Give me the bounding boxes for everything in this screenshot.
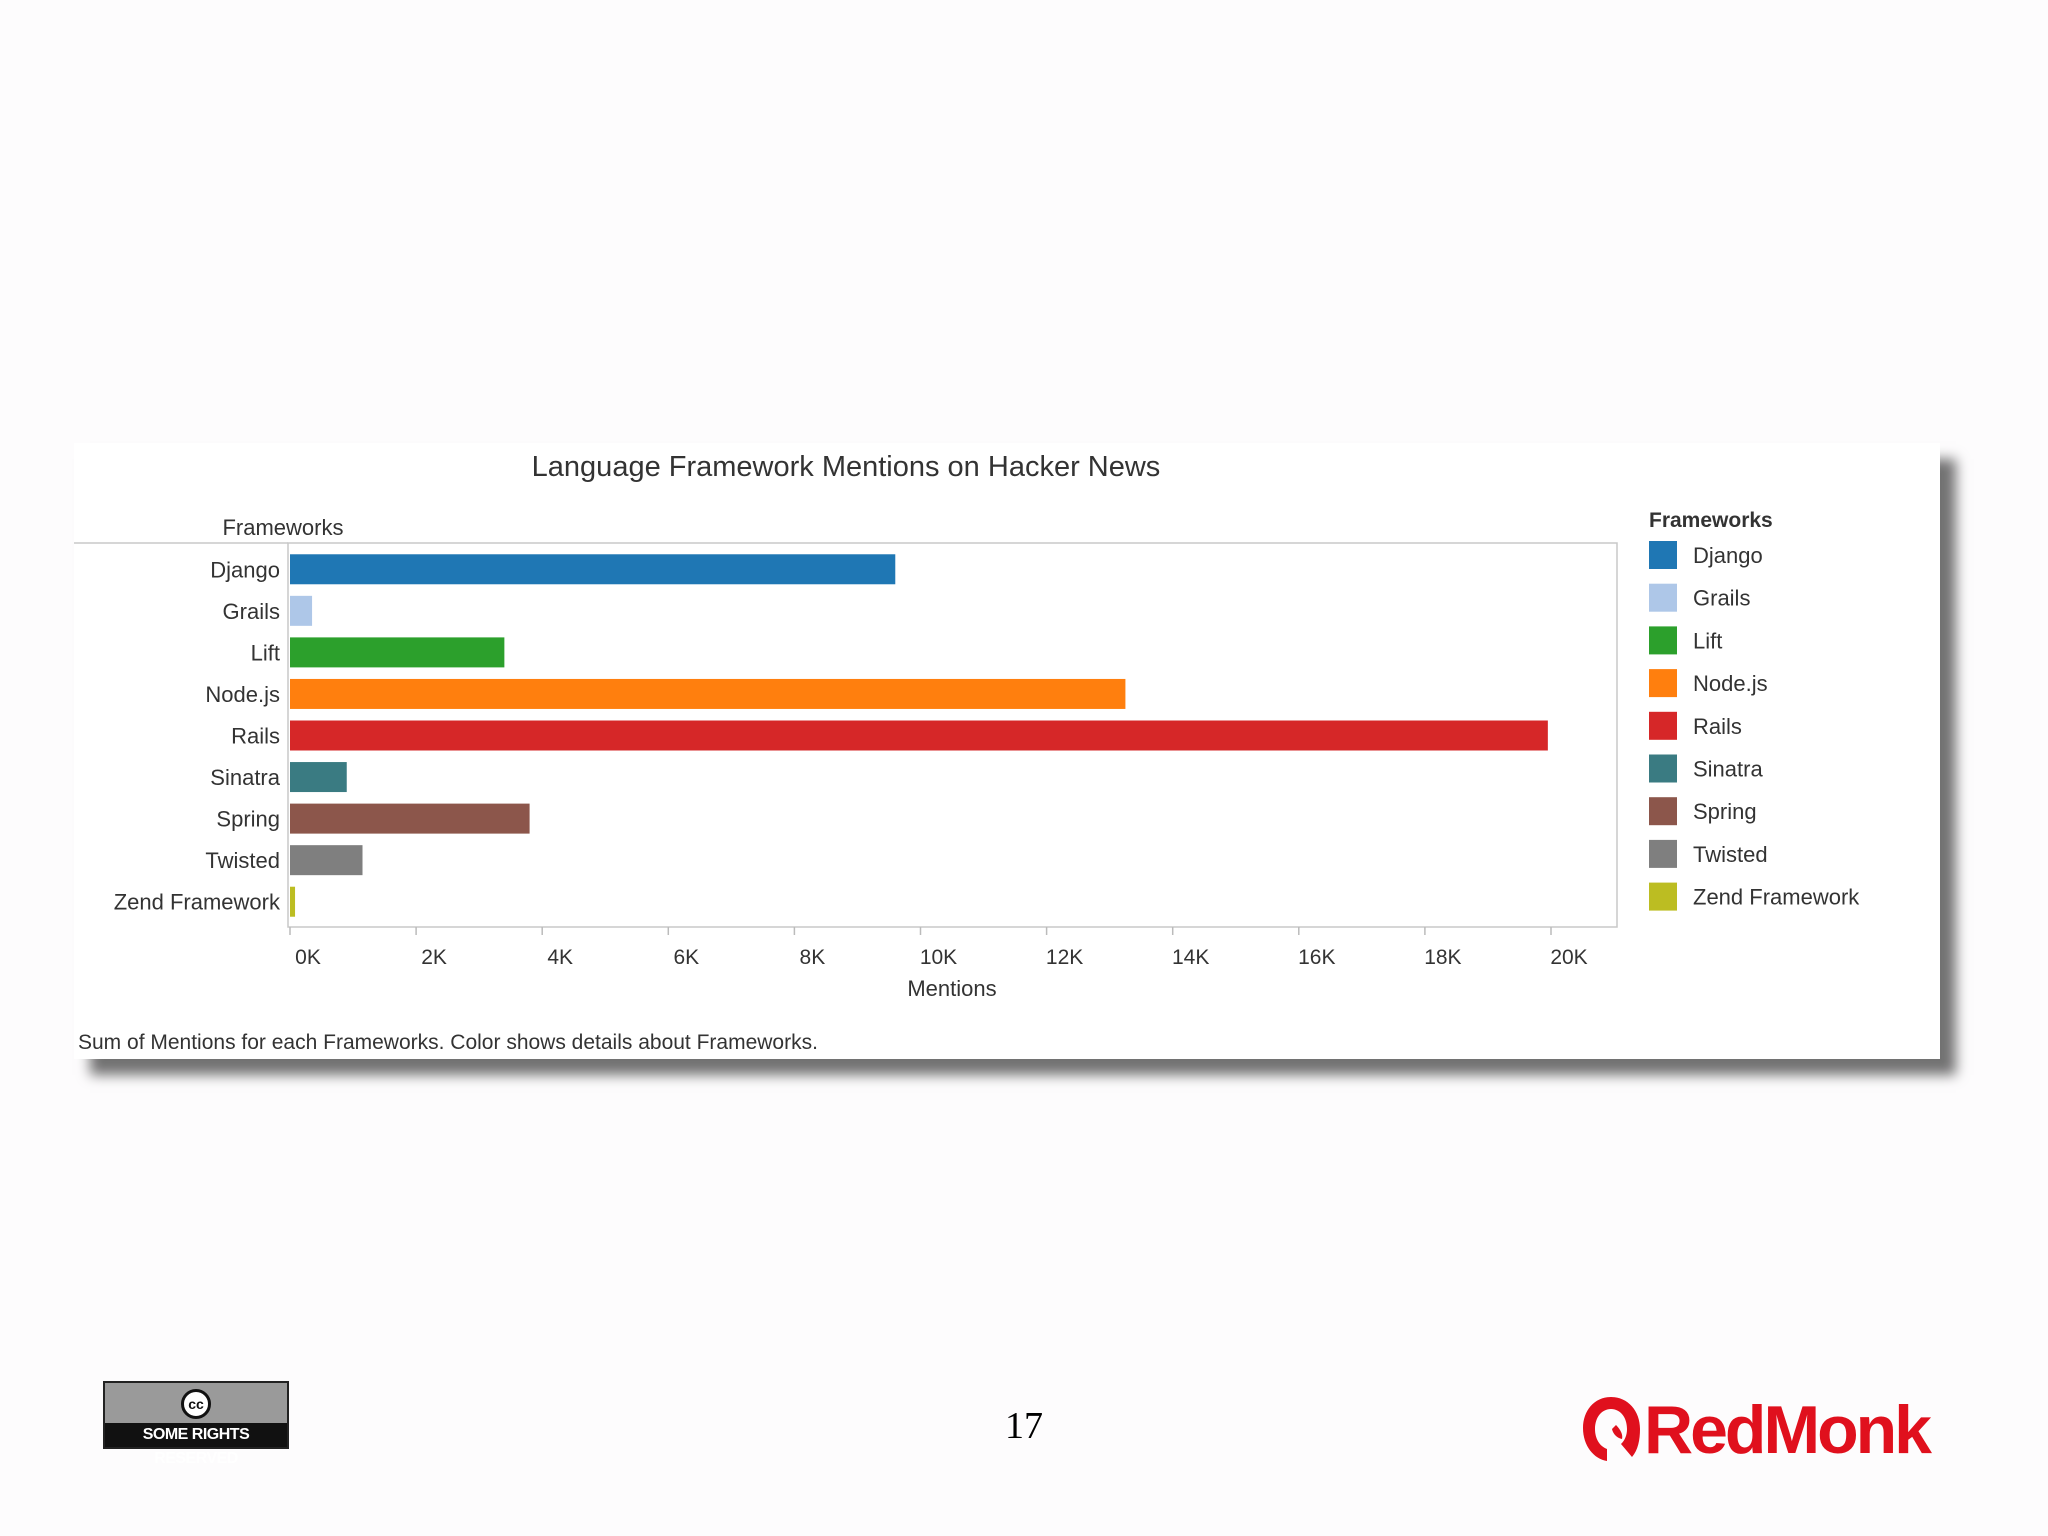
legend-swatch <box>1649 797 1677 826</box>
category-labels: Django Grails Lift Node.js Rails Sinatra Sprin… <box>114 557 281 914</box>
cc-icon: cc <box>181 1389 211 1419</box>
category-label: Spring <box>216 807 280 832</box>
category-label: Grails <box>223 599 280 624</box>
redmonk-logo: RedMonk <box>1580 1392 1932 1468</box>
legend-label: Twisted <box>1693 842 1768 867</box>
legend-title: Frameworks <box>1649 509 1773 532</box>
legend-label: Spring <box>1693 799 1757 824</box>
legend-swatch <box>1649 839 1677 868</box>
bar-lift <box>290 637 505 668</box>
bar-zend-framework <box>290 886 296 917</box>
legend-swatch <box>1649 583 1677 612</box>
bar-django <box>290 554 896 585</box>
category-label: Twisted <box>205 848 280 873</box>
x-tick-label: 12K <box>1046 946 1083 969</box>
x-tick-label: 10K <box>920 946 957 969</box>
bar-twisted <box>290 845 363 876</box>
legend-label: Rails <box>1693 714 1742 739</box>
chart-title: Language Framework Mentions on Hacker Ne… <box>532 451 1161 483</box>
legend-swatch <box>1649 882 1677 911</box>
bar-node-js <box>290 678 1126 709</box>
x-tick-label: 6K <box>673 946 699 969</box>
category-header: Frameworks <box>222 515 343 540</box>
legend: Django Grails Lift Node.js Rails Sinatra Sprin… <box>1649 541 1860 911</box>
legend-swatch <box>1649 711 1677 740</box>
category-label: Django <box>210 557 280 582</box>
category-label: Sinatra <box>210 765 280 790</box>
category-label: Zend Framework <box>114 890 281 915</box>
x-tick-label: 2K <box>421 946 447 969</box>
x-tick-label: 16K <box>1298 946 1335 969</box>
bar-sinatra <box>290 762 347 793</box>
x-axis-ticks: 0K 2K 4K 6K 8K 10K 12K 14K 16K 18K 20K <box>289 927 1588 969</box>
x-tick-label: 0K <box>295 946 321 969</box>
x-axis-label: Mentions <box>907 976 996 1001</box>
plot-area-frame <box>287 542 1618 928</box>
x-tick-label: 8K <box>800 946 826 969</box>
legend-label: Zend Framework <box>1693 885 1860 910</box>
bars-group <box>290 554 1548 917</box>
legend-swatch <box>1649 626 1677 655</box>
page-number: 17 <box>1005 1405 1043 1447</box>
creative-commons-badge: cc SOME RIGHTS RESERVED <box>103 1381 289 1467</box>
cc-badge-text: SOME RIGHTS RESERVED <box>105 1423 287 1467</box>
chart-footnote: Sum of Mentions for each Frameworks. Col… <box>78 1031 818 1054</box>
legend-swatch <box>1649 541 1677 569</box>
legend-swatch <box>1649 669 1677 698</box>
bar-chart: Language Framework Mentions on Hacker Ne… <box>74 451 1860 1054</box>
category-label: Rails <box>231 724 280 749</box>
bar-spring <box>290 803 530 834</box>
legend-label: Lift <box>1693 628 1722 653</box>
x-tick-label: 18K <box>1424 946 1461 969</box>
chart-panel: Language Framework Mentions on Hacker Ne… <box>74 443 1940 1059</box>
monk-head-icon <box>1583 1397 1640 1461</box>
category-label: Node.js <box>205 682 280 707</box>
category-label: Lift <box>251 640 280 665</box>
x-tick-label: 20K <box>1550 946 1587 969</box>
legend-swatch <box>1649 754 1677 783</box>
legend-label: Django <box>1693 543 1763 568</box>
legend-label: Node.js <box>1693 671 1768 696</box>
bar-grails <box>290 595 313 626</box>
x-tick-label: 4K <box>547 946 573 969</box>
legend-label: Sinatra <box>1693 757 1763 782</box>
bar-rails <box>290 720 1548 751</box>
legend-label: Grails <box>1693 586 1750 611</box>
logo-text: RedMonk <box>1644 1392 1932 1468</box>
x-tick-label: 14K <box>1172 946 1209 969</box>
